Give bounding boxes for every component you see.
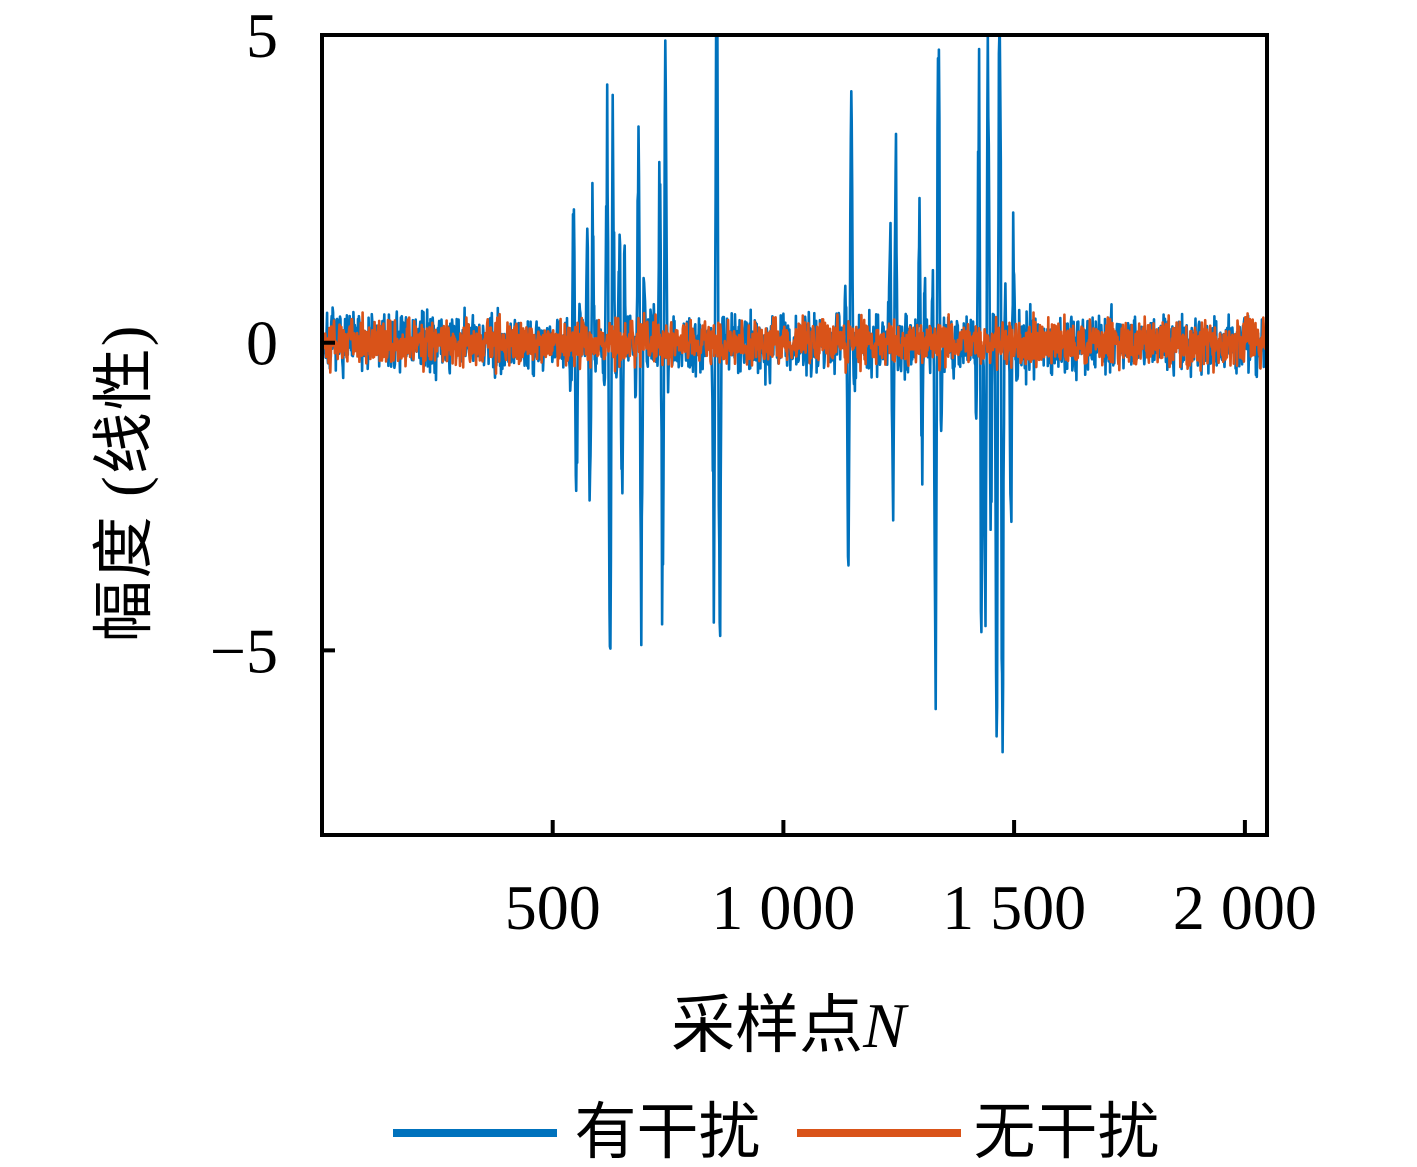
with-interference-line-swatch (393, 1129, 558, 1137)
legend: 有干扰 无干扰 (0, 1095, 1417, 1167)
x-tick-label-1000: 1 000 (711, 872, 855, 943)
x-tick-label-1500: 1 500 (942, 872, 1086, 943)
axes-box (320, 33, 1269, 837)
y-tick-label-neg5: −5 (210, 615, 278, 686)
y-axis-label: 幅度 (线性) (91, 323, 159, 643)
y-tick-label-0: 0 (246, 308, 278, 379)
x-tick-label-2000: 2 000 (1173, 872, 1317, 943)
x-axis-label-text: 采样点 (671, 990, 864, 1061)
y-tick-label-5: 5 (246, 0, 278, 71)
axis-ticks (324, 33, 1247, 833)
legend-label-with-interference: 有干扰 (574, 1099, 761, 1167)
no-interference-trace (322, 311, 1267, 375)
x-tick-label-500: 500 (505, 872, 601, 943)
no-interference-line-swatch (796, 1129, 961, 1137)
with-interference-trace (322, 35, 1267, 754)
x-axis-label: 采样点N (0, 974, 1417, 1066)
x-axis-label-variable: N (863, 990, 906, 1061)
legend-label-no-interference: 无干扰 (973, 1099, 1160, 1167)
